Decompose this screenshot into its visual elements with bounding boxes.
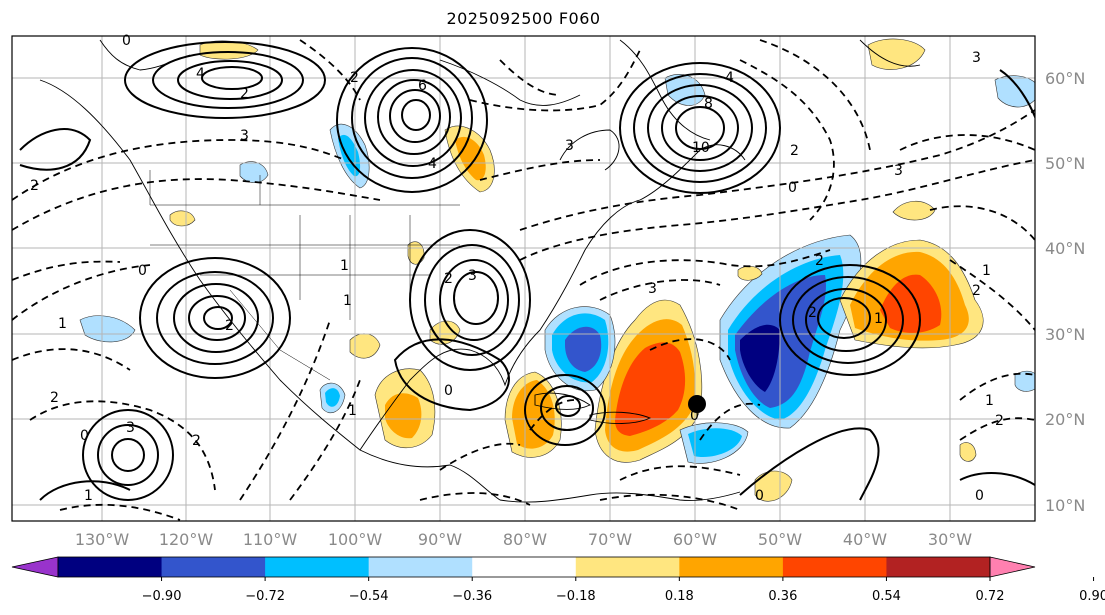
colorbar-tick-label: −0.72 [245,589,285,604]
colorbar-tick-label: −0.36 [452,589,492,604]
contour-label: 0 [975,488,984,504]
contour-label: 0 [690,408,699,424]
contour-label: 0 [444,383,453,399]
longitude-labels: 130°W 120°W 110°W 100°W 90°W 80°W 70°W 6… [75,530,972,549]
contour-label: 2 [192,433,201,449]
contour-label: 2 [444,271,453,287]
solid-contours [19,41,1035,501]
contour-label: 6 [418,78,427,94]
lat-label: 60°N [1045,69,1085,88]
contour-label: 3 [972,50,981,66]
colorbar-tick-label: −0.90 [142,589,182,604]
shaded-fields [79,38,1035,502]
contour-label: 1 [340,258,349,274]
colorbar-swatch [368,557,473,577]
lat-label: 30°N [1045,325,1085,344]
colorbar-tick-label: 0.36 [768,589,797,604]
colorbar-swatch [575,557,680,577]
colorbar-tick-label: −0.18 [556,589,596,604]
colorbar-swatch [161,557,266,577]
colorbar-tick-label: 0.72 [976,589,1005,604]
contour-label: 0 [138,263,147,279]
contour-label: 3 [648,281,657,297]
field-navy [740,324,780,392]
contour-label: 1 [84,488,93,504]
colorbar-tick-label: 0.90 [1079,589,1105,604]
map-title: 2025092500 F060 [446,9,601,28]
contour-label: 2 [790,143,799,159]
colorbar-tick-label: 0.18 [665,589,694,604]
contour-label: 3 [126,420,135,436]
location-marker-dot [688,395,706,413]
contour-label: 2 [972,283,981,299]
contour-label: 0 [80,428,89,444]
contour-label: 1 [985,393,994,409]
lat-label: 50°N [1045,154,1085,173]
lat-label: 10°N [1045,496,1085,515]
latitude-labels: 60°N 50°N 40°N 30°N 20°N 10°N [1045,69,1085,515]
map-frame [11,35,1036,522]
contour-label: 1 [343,293,352,309]
contour-label: 2 [240,86,249,102]
contour-label: 2 [225,318,234,334]
contour-label: 4 [428,156,437,172]
contour-label: 0 [755,488,764,504]
colorbar-swatch [679,557,784,577]
lon-label: 70°W [588,530,632,549]
lon-label: 120°W [159,530,214,549]
contour-label: 2 [808,305,817,321]
contour-label: 1 [982,263,991,279]
lon-label: 40°W [843,530,887,549]
contour-label: 2 [30,178,39,194]
contour-label: 2 [350,70,359,86]
contour-label: 2 [995,413,1004,429]
contour-label: 2 [50,390,59,406]
colorbar-border [57,556,991,578]
lon-label: 80°W [503,530,547,549]
lat-label: 20°N [1045,410,1085,429]
colorbar: −0.90 −0.72 −0.54 −0.36 −0.18 0.18 0.36 0.54 0.7… [11,556,1105,604]
colorbar-swatch [58,557,163,577]
lon-label: 50°W [758,530,802,549]
colorbar-swatch [472,557,577,577]
contour-label: 8 [704,96,713,112]
colorbar-extend-high [989,556,1036,578]
field-red-orange [880,274,942,333]
colorbar-tick-label: −0.54 [349,589,389,604]
contour-label: 4 [725,70,734,86]
gridlines [12,36,1035,521]
contour-label: 4 [196,66,205,82]
colorbar-swatch [886,557,991,577]
contour-label: 3 [240,128,249,144]
contour-label: 2 [815,253,824,269]
contour-label: 3 [894,163,903,179]
lon-label: 130°W [75,530,130,549]
colorbar-swatch [782,557,887,577]
contour-labels: 0 4 2 6 2 4 10 3 4 2 3 2 1 0 2 3 2 1 0 3… [30,33,1004,504]
contour-label: 1 [58,316,67,332]
dashed-contours [12,39,1035,521]
colorbar-tick-label: 0.54 [872,589,901,604]
lon-label: 110°W [243,530,298,549]
colorbar-swatch [265,557,370,577]
contour-label: 3 [565,138,574,154]
lat-label: 40°N [1045,239,1085,258]
lon-label: 90°W [418,530,462,549]
contour-label: 0 [788,180,797,196]
lon-label: 60°W [673,530,717,549]
lon-label: 100°W [328,530,383,549]
contour-label: 3 [468,268,477,284]
lon-label: 30°W [928,530,972,549]
contour-label: 10 [692,140,710,156]
contour-label: 0 [122,33,131,49]
colorbar-extend-low [11,556,59,578]
contour-label: 1 [348,403,357,419]
contour-label: 1 [874,311,883,327]
field-red-2 [615,342,686,436]
